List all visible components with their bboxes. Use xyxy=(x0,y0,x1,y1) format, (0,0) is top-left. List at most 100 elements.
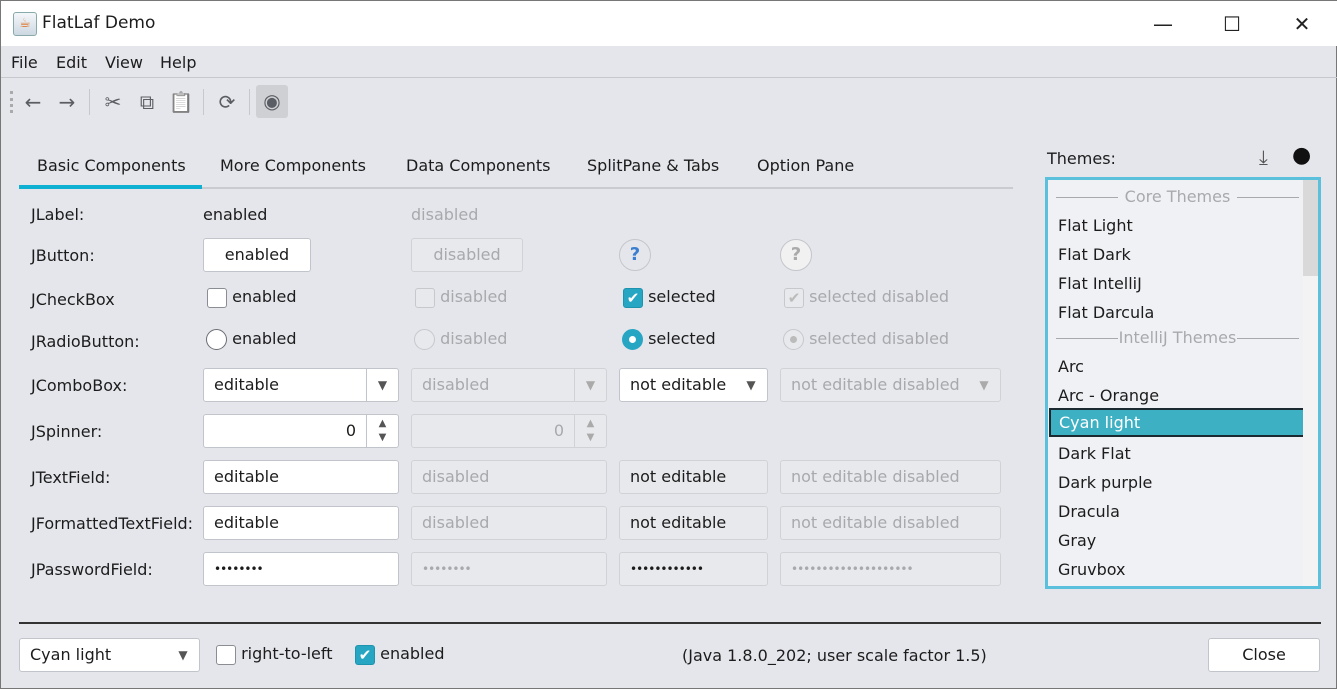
formatted-not-editable-disabled[interactable]: not editable disabled xyxy=(780,506,1001,540)
textfield-not-editable-disabled[interactable]: not editable disabled xyxy=(780,460,1001,494)
row-label: JCheckBox xyxy=(31,290,115,309)
row-label: JLabel: xyxy=(31,205,85,224)
password-not-editable[interactable]: •••••••••••• xyxy=(619,552,768,586)
chevron-down-icon[interactable]: ▼ xyxy=(366,369,398,401)
theme-item[interactable]: Arc xyxy=(1058,357,1084,376)
enabled-button[interactable]: enabled xyxy=(203,238,311,272)
checkbox-selected-disabled[interactable]: ✔ selected disabled xyxy=(784,287,949,308)
disabled-button[interactable]: disabled xyxy=(411,238,523,272)
eye-toggle-icon[interactable]: ◉ xyxy=(256,85,288,118)
intellij-themes-header: IntelliJ Themes xyxy=(1056,328,1299,347)
radio-icon xyxy=(414,329,435,350)
download-icon[interactable]: ⤓ xyxy=(1259,145,1268,169)
chevron-down-icon: ▼ xyxy=(574,369,606,401)
check-icon: ✔ xyxy=(355,644,375,665)
tab-basic-components[interactable]: Basic Components xyxy=(37,156,186,175)
theme-item[interactable]: Flat Darcula xyxy=(1058,303,1155,322)
password-not-editable-disabled[interactable]: •••••••••••••••••••• xyxy=(780,552,1001,586)
radio-selected-disabled[interactable]: selected disabled xyxy=(783,329,949,350)
combo-value: disabled xyxy=(422,375,490,394)
radio-disabled[interactable]: disabled xyxy=(414,329,507,350)
paste-icon[interactable]: 📋 xyxy=(168,90,194,114)
theme-item[interactable]: Gray xyxy=(1058,531,1097,550)
toolbar-separator xyxy=(249,89,250,115)
checkbox-selected[interactable]: ✔ selected xyxy=(623,287,716,308)
combo-not-editable[interactable]: not editable ▼ xyxy=(619,368,768,402)
back-icon[interactable]: ← xyxy=(24,90,42,114)
spinner-value: 0 xyxy=(553,421,564,440)
radio-enabled[interactable]: enabled xyxy=(206,329,296,350)
combo-disabled[interactable]: disabled ▼ xyxy=(411,368,607,402)
row-label: JSpinner: xyxy=(31,422,103,441)
refresh-icon[interactable]: ⟳ xyxy=(218,90,236,114)
combo-value: not editable disabled xyxy=(791,375,960,394)
theme-item[interactable]: Flat IntelliJ xyxy=(1058,274,1142,293)
enabled-checkbox[interactable]: ✔ enabled xyxy=(355,644,444,665)
tab-more-components[interactable]: More Components xyxy=(220,156,366,175)
chevron-down-icon: ▼ xyxy=(979,378,989,392)
combo-value: Cyan light xyxy=(30,645,112,664)
theme-item[interactable]: Flat Light xyxy=(1058,216,1133,235)
label-disabled: disabled xyxy=(411,205,479,224)
tab-selected-indicator xyxy=(19,185,202,189)
check-icon: ✔ xyxy=(623,287,643,308)
title-bar xyxy=(1,1,1337,46)
tab-option-pane[interactable]: Option Pane xyxy=(757,156,855,175)
row-label: JRadioButton: xyxy=(31,332,140,351)
spinner-disabled[interactable]: 0 ▲▼ xyxy=(411,414,607,448)
formatted-disabled[interactable]: disabled xyxy=(411,506,607,540)
menu-edit[interactable]: Edit xyxy=(56,53,87,72)
cut-icon[interactable]: ✂ xyxy=(104,90,122,114)
menu-file[interactable]: File xyxy=(11,53,38,72)
radio-label: enabled xyxy=(232,329,297,348)
bottom-separator xyxy=(19,622,1321,624)
toolbar-separator xyxy=(89,89,90,115)
textfield-not-editable[interactable]: not editable xyxy=(619,460,768,494)
combo-editable[interactable]: editable ▼ xyxy=(203,368,399,402)
theme-item[interactable]: Arc - Orange xyxy=(1058,386,1160,405)
close-button[interactable]: Close xyxy=(1208,638,1320,672)
radio-label: selected disabled xyxy=(809,329,950,348)
theme-item-selected[interactable]: Cyan light xyxy=(1049,408,1305,437)
tab-data-components[interactable]: Data Components xyxy=(406,156,551,175)
radio-label: disabled xyxy=(440,329,508,348)
menu-help[interactable]: Help xyxy=(160,53,197,72)
spinner-enabled[interactable]: 0 ▲▼ xyxy=(203,414,399,448)
rtl-checkbox[interactable]: right-to-left xyxy=(216,644,333,665)
theme-item[interactable]: Flat Dark xyxy=(1058,245,1131,264)
radio-selected[interactable]: selected xyxy=(622,329,716,350)
github-icon[interactable]: ● xyxy=(1292,143,1312,168)
combo-not-editable-disabled[interactable]: not editable disabled ▼ xyxy=(780,368,1001,402)
label-enabled: enabled xyxy=(203,205,268,224)
forward-icon[interactable]: → xyxy=(58,90,76,114)
formatted-not-editable[interactable]: not editable xyxy=(619,506,768,540)
theme-item[interactable]: Gruvbox xyxy=(1058,560,1126,579)
theme-item[interactable]: Dracula xyxy=(1058,502,1120,521)
tab-splitpane-tabs[interactable]: SplitPane & Tabs xyxy=(587,156,720,175)
minimize-button[interactable]: — xyxy=(1153,12,1173,36)
textfield-editable[interactable]: editable xyxy=(203,460,399,494)
textfield-disabled[interactable]: disabled xyxy=(411,460,607,494)
menu-view[interactable]: View xyxy=(105,53,143,72)
close-window-button[interactable]: ✕ xyxy=(1293,12,1311,36)
menu-bar xyxy=(1,46,1337,78)
help-button[interactable]: ? xyxy=(619,239,651,271)
theme-item[interactable]: Dark purple xyxy=(1058,473,1153,492)
help-button-disabled[interactable]: ? xyxy=(780,239,812,271)
maximize-button[interactable]: ☐ xyxy=(1223,12,1241,36)
checkbox-label: selected disabled xyxy=(809,287,950,306)
themes-scrollbar[interactable] xyxy=(1303,180,1318,586)
spinner-arrows-icon[interactable]: ▲▼ xyxy=(366,415,398,447)
toolbar-grip[interactable] xyxy=(10,91,13,113)
formatted-editable[interactable]: editable xyxy=(203,506,399,540)
checkbox-enabled[interactable]: enabled xyxy=(207,287,296,308)
theme-item[interactable]: Dark Flat xyxy=(1058,444,1131,463)
checkbox-disabled[interactable]: disabled xyxy=(415,287,507,308)
copy-icon[interactable]: ⧉ xyxy=(139,90,155,114)
scrollbar-thumb[interactable] xyxy=(1303,180,1318,276)
password-disabled[interactable]: •••••••• xyxy=(411,552,607,586)
password-editable[interactable]: •••••••• xyxy=(203,552,399,586)
theme-combo[interactable]: Cyan light ▼ xyxy=(19,638,200,672)
themes-list[interactable]: Core Themes Flat Light Flat Dark Flat In… xyxy=(1045,177,1321,589)
combo-value: editable xyxy=(214,375,279,394)
